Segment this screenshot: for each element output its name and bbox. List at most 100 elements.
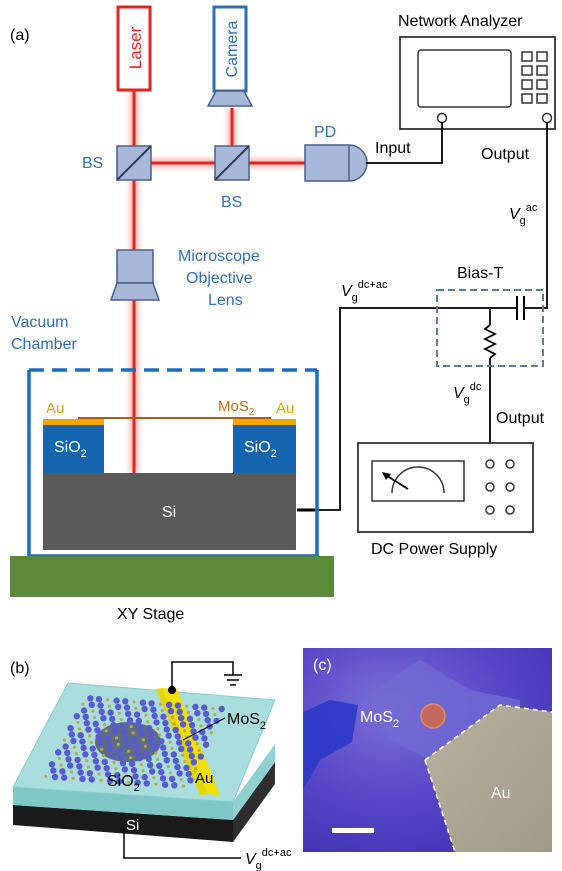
device-cross-section xyxy=(43,417,296,550)
bs-right-label: BS xyxy=(221,194,242,211)
lattice-atom xyxy=(132,773,139,780)
lattice-atom xyxy=(82,751,89,758)
lattice-atom xyxy=(107,704,111,708)
lattice-atom xyxy=(114,772,121,779)
svg-text:Lens: Lens xyxy=(208,292,243,309)
lattice-atom xyxy=(135,717,142,725)
lattice-atom xyxy=(126,717,134,724)
lattice-atom xyxy=(167,707,175,715)
lattice-atom xyxy=(101,758,109,766)
lattice-atom xyxy=(183,764,190,771)
lattice-atom xyxy=(195,742,199,746)
lattice-atom xyxy=(141,705,148,713)
lattice-atom xyxy=(218,705,225,713)
lattice-atom xyxy=(99,778,103,782)
lattice-atom xyxy=(143,749,150,756)
lattice-atom xyxy=(185,770,192,778)
lattice-atom xyxy=(192,703,199,711)
lattice-atom xyxy=(209,731,213,735)
lattice-atom xyxy=(137,724,144,731)
lattice-atom xyxy=(94,727,101,734)
lattice-atom xyxy=(67,762,74,769)
lattice-atom xyxy=(145,755,152,763)
lattice-atom xyxy=(44,774,48,778)
output-na-label: Output xyxy=(481,146,530,163)
lattice-atom xyxy=(166,764,170,769)
lattice-atom xyxy=(170,746,174,750)
lattice-atom xyxy=(106,698,110,702)
lattice-atom xyxy=(153,719,160,726)
lattice-atom xyxy=(185,740,192,747)
lattice-atom xyxy=(91,751,98,759)
lattice-atom xyxy=(113,697,120,704)
au-label-c: Au xyxy=(491,785,511,802)
lattice-atom xyxy=(114,736,119,740)
lattice-atom xyxy=(165,701,173,708)
lattice-atom xyxy=(62,738,66,742)
laser-label: Laser xyxy=(126,26,145,69)
lattice-atom xyxy=(168,775,176,783)
sio2-right-label: SiO2 xyxy=(244,439,277,460)
camera: Camera xyxy=(206,5,254,107)
lattice-atom xyxy=(74,752,78,756)
beam-splitter-left xyxy=(116,145,152,181)
dc-power-supply xyxy=(357,442,534,533)
lattice-atom xyxy=(141,738,145,742)
lattice-atom xyxy=(211,706,215,710)
lattice-atom xyxy=(197,717,201,722)
lattice-atom xyxy=(68,731,76,738)
lattice-atom xyxy=(73,745,77,749)
input-label: Input xyxy=(375,140,411,157)
lattice-atom xyxy=(201,704,208,711)
lattice-atom xyxy=(199,724,203,728)
lattice-atom xyxy=(121,766,129,773)
lattice-atom xyxy=(119,760,127,767)
beam-splitter-right xyxy=(214,145,250,181)
lattice-atom xyxy=(89,740,93,744)
laser-source: Laser xyxy=(116,5,152,92)
lattice-atom xyxy=(97,702,104,709)
vg-dc-label: Vgdc xyxy=(453,381,482,406)
lattice-atom xyxy=(179,778,183,782)
panel-a-label: (a) xyxy=(10,27,30,44)
lattice-atom xyxy=(110,722,117,729)
lattice-atom xyxy=(98,708,106,716)
lattice-atom xyxy=(148,700,155,707)
lattice-atom xyxy=(109,753,116,760)
lattice-atom xyxy=(185,704,189,708)
lattice-atom xyxy=(176,739,183,746)
lattice-atom xyxy=(85,759,89,763)
au-label-b: Au xyxy=(195,770,213,787)
lattice-atom xyxy=(171,782,178,789)
lattice-atom xyxy=(116,778,123,785)
lattice-atom xyxy=(86,770,94,777)
optical-micrograph xyxy=(303,648,553,853)
output-dc-label: Output xyxy=(496,410,545,427)
lattice-atom xyxy=(131,736,138,743)
lattice-atom xyxy=(95,696,103,703)
lattice-atom xyxy=(115,703,122,711)
vg-ac-label: Vgac xyxy=(509,202,538,227)
lattice-atom xyxy=(89,745,96,752)
lattice-atom xyxy=(202,741,210,748)
lattice-atom xyxy=(70,770,74,774)
au-left-label: Au xyxy=(46,400,64,417)
lattice-atom xyxy=(186,715,194,722)
lattice-atom xyxy=(82,713,89,721)
lattice-atom xyxy=(168,771,173,775)
bias-t-box xyxy=(436,289,544,367)
lattice-atom xyxy=(160,713,167,720)
bs-left-label: BS xyxy=(82,155,103,172)
vg-dcac-label: Vgdc+ac xyxy=(341,279,388,304)
lattice-atom xyxy=(129,756,133,760)
camera-label: Camera xyxy=(224,20,241,77)
lattice-atom xyxy=(160,708,164,713)
dc-power-supply-label: DC Power Supply xyxy=(371,541,497,558)
lattice-atom xyxy=(94,764,101,771)
lattice-atom xyxy=(112,760,116,765)
lattice-atom xyxy=(106,740,113,747)
lattice-atom xyxy=(51,773,59,781)
lattice-atom xyxy=(168,740,172,744)
lattice-atom xyxy=(114,767,118,771)
